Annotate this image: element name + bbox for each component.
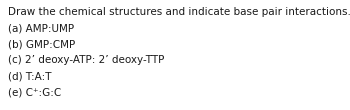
Text: (e) C⁺:G:C: (e) C⁺:G:C — [8, 87, 61, 97]
Text: (a) AMP:UMP: (a) AMP:UMP — [8, 23, 74, 33]
Text: (d) T:A:T: (d) T:A:T — [8, 71, 51, 81]
Text: Draw the chemical structures and indicate base pair interactions.: Draw the chemical structures and indicat… — [8, 7, 350, 17]
Text: (b) GMP:CMP: (b) GMP:CMP — [8, 39, 75, 49]
Text: (c) 2’ deoxy-ATP: 2’ deoxy-TTP: (c) 2’ deoxy-ATP: 2’ deoxy-TTP — [8, 55, 164, 65]
